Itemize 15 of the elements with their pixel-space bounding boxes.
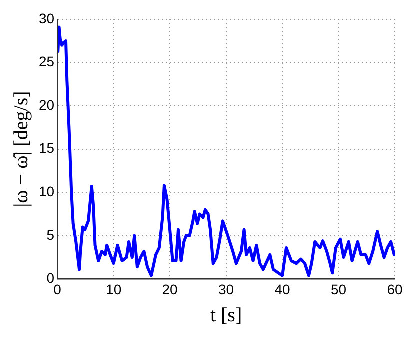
y-tick-label: 30 <box>38 10 55 26</box>
x-tick-label: 10 <box>106 281 122 298</box>
x-tick-label: 60 <box>387 281 403 298</box>
y-tick-label: 25 <box>38 54 55 70</box>
x-tick-label: 30 <box>218 281 234 298</box>
x-tick-label: 50 <box>330 281 347 298</box>
y-tick-label: 20 <box>38 96 55 113</box>
x-tick-label: 20 <box>162 281 178 298</box>
x-axis-title: t [s] <box>210 304 242 326</box>
y-tick-label: 0 <box>46 270 55 286</box>
y-axis-title: |ω − ω̂| [deg/s] <box>10 91 32 208</box>
y-tick-label: 5 <box>46 226 55 243</box>
y-tick-label: 15 <box>38 140 55 156</box>
x-tick-label: 40 <box>274 281 291 298</box>
y-tick-label: 10 <box>38 183 55 200</box>
